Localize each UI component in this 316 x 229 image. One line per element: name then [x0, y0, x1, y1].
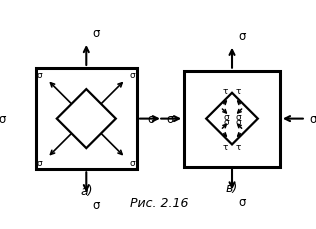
Text: τ: τ [222, 143, 228, 152]
Text: τ: τ [222, 87, 228, 95]
Text: в): в) [226, 182, 238, 194]
Text: а): а) [80, 184, 93, 197]
Polygon shape [206, 93, 258, 145]
Text: σ: σ [130, 71, 136, 80]
Text: τ: τ [236, 143, 241, 152]
Text: τ: τ [236, 87, 241, 95]
Bar [184, 71, 280, 167]
Text: σ: σ [37, 71, 43, 80]
Text: σ: σ [0, 113, 6, 125]
Text: σ: σ [235, 112, 241, 121]
Text: σ: σ [235, 117, 241, 126]
Bar [36, 69, 137, 170]
Polygon shape [57, 90, 116, 148]
Text: σ: σ [93, 198, 100, 211]
Text: σ: σ [223, 117, 229, 126]
Text: σ: σ [239, 30, 246, 43]
Text: σ: σ [223, 112, 229, 121]
Text: σ: σ [37, 158, 43, 167]
Text: σ: σ [239, 195, 246, 208]
Text: Рис. 2.16: Рис. 2.16 [130, 196, 188, 209]
Text: σ: σ [167, 113, 174, 125]
Text: σ: σ [309, 113, 316, 125]
Text: σ: σ [93, 27, 100, 40]
Text: σ: σ [130, 158, 136, 167]
Text: σ: σ [147, 113, 155, 125]
